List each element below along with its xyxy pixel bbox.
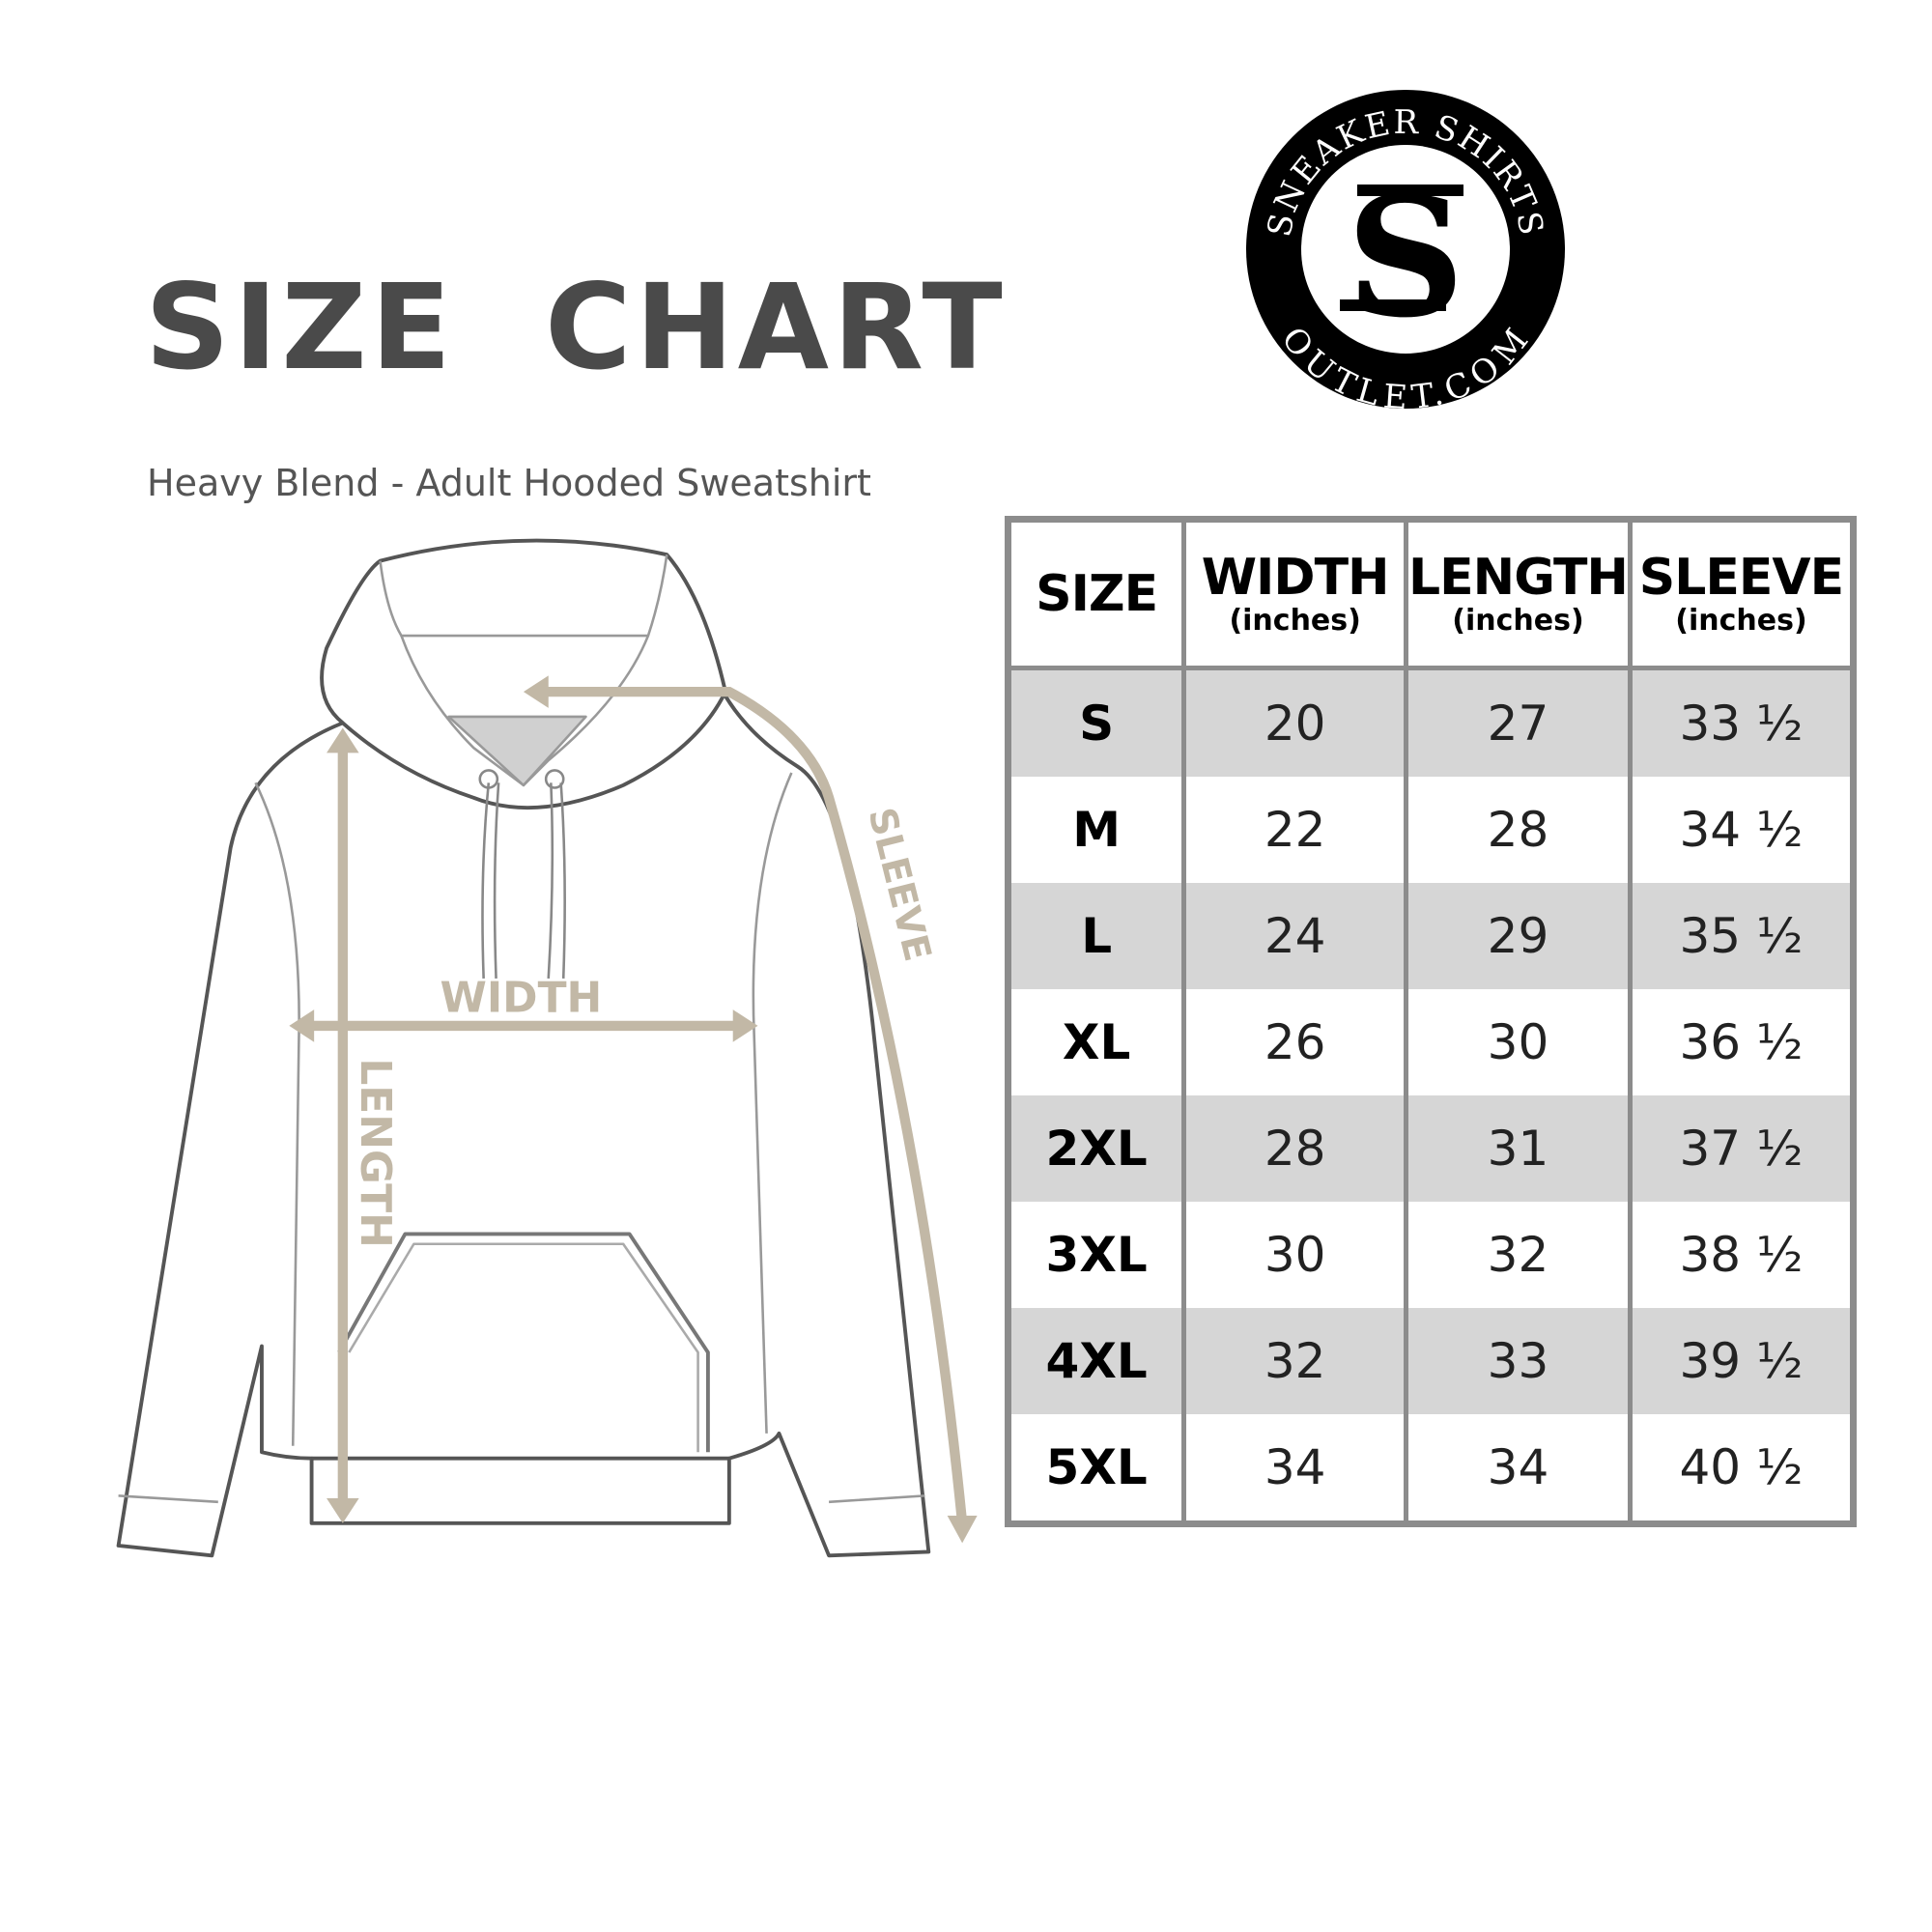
cell-width: 32 <box>1181 1308 1408 1414</box>
cell-sleeve: 37 ½ <box>1627 1095 1857 1202</box>
length-label: LENGTH <box>351 1058 400 1247</box>
cell-width: 22 <box>1181 777 1408 883</box>
cell-size: S <box>1005 668 1187 777</box>
cell-size: XL <box>1005 989 1187 1095</box>
table-row: XL 26 30 36 ½ <box>1005 989 1857 1095</box>
cell-length: 30 <box>1404 989 1633 1095</box>
cell-length: 27 <box>1404 668 1633 777</box>
cell-length: 33 <box>1404 1308 1633 1414</box>
cell-width: 26 <box>1181 989 1408 1095</box>
cell-size: M <box>1005 777 1187 883</box>
cell-length: 28 <box>1404 777 1633 883</box>
cell-sleeve: 34 ½ <box>1627 777 1857 883</box>
header-length: LENGTH (inches) <box>1404 517 1633 670</box>
table-row: M 22 28 34 ½ <box>1005 777 1857 883</box>
cell-sleeve: 36 ½ <box>1627 989 1857 1095</box>
table-row: 5XL 34 34 40 ½ <box>1005 1414 1857 1524</box>
table-row: 4XL 32 33 39 ½ <box>1005 1308 1857 1414</box>
cell-width: 20 <box>1181 668 1408 777</box>
cell-width: 28 <box>1181 1095 1408 1202</box>
cell-length: 31 <box>1404 1095 1633 1202</box>
table-header-row: SIZE WIDTH (inches) LENGTH (inches) SLEEVE… <box>1005 517 1857 670</box>
cell-width: 34 <box>1181 1414 1408 1524</box>
cell-sleeve: 38 ½ <box>1627 1202 1857 1308</box>
cell-size: 4XL <box>1005 1308 1187 1414</box>
cell-width: 30 <box>1181 1202 1408 1308</box>
cell-length: 32 <box>1404 1202 1633 1308</box>
product-subtitle: Heavy Blend - Adult Hooded Sweatshirt <box>147 462 871 504</box>
table-row: 3XL 30 32 38 ½ <box>1005 1202 1857 1308</box>
header-size: SIZE <box>1005 517 1187 670</box>
header-sleeve: SLEEVE (inches) <box>1627 517 1857 670</box>
table-row: 2XL 28 31 37 ½ <box>1005 1095 1857 1202</box>
cell-size: 3XL <box>1005 1202 1187 1308</box>
cell-length: 29 <box>1404 883 1633 989</box>
cell-size: 5XL <box>1005 1414 1187 1524</box>
cell-sleeve: 39 ½ <box>1627 1308 1857 1414</box>
page-title: SIZE CHART <box>145 259 1007 396</box>
size-table: SIZE WIDTH (inches) LENGTH (inches) SLEEVE… <box>1005 516 1857 1527</box>
cell-width: 24 <box>1181 883 1408 989</box>
table-row: S 20 27 33 ½ <box>1005 668 1857 777</box>
cell-sleeve: 33 ½ <box>1627 668 1857 777</box>
measurement-arrows <box>289 675 978 1544</box>
width-label: WIDTH <box>440 974 602 1023</box>
cell-size: 2XL <box>1005 1095 1187 1202</box>
cell-length: 34 <box>1404 1414 1633 1524</box>
cell-sleeve: 40 ½ <box>1627 1414 1857 1524</box>
brand-logo: SNEAKER SHIRTS OUTLET.COM S <box>1246 90 1565 413</box>
header-width: WIDTH (inches) <box>1181 517 1408 670</box>
cell-sleeve: 35 ½ <box>1627 883 1857 989</box>
table-row: L 24 29 35 ½ <box>1005 883 1857 989</box>
cell-size: L <box>1005 883 1187 989</box>
